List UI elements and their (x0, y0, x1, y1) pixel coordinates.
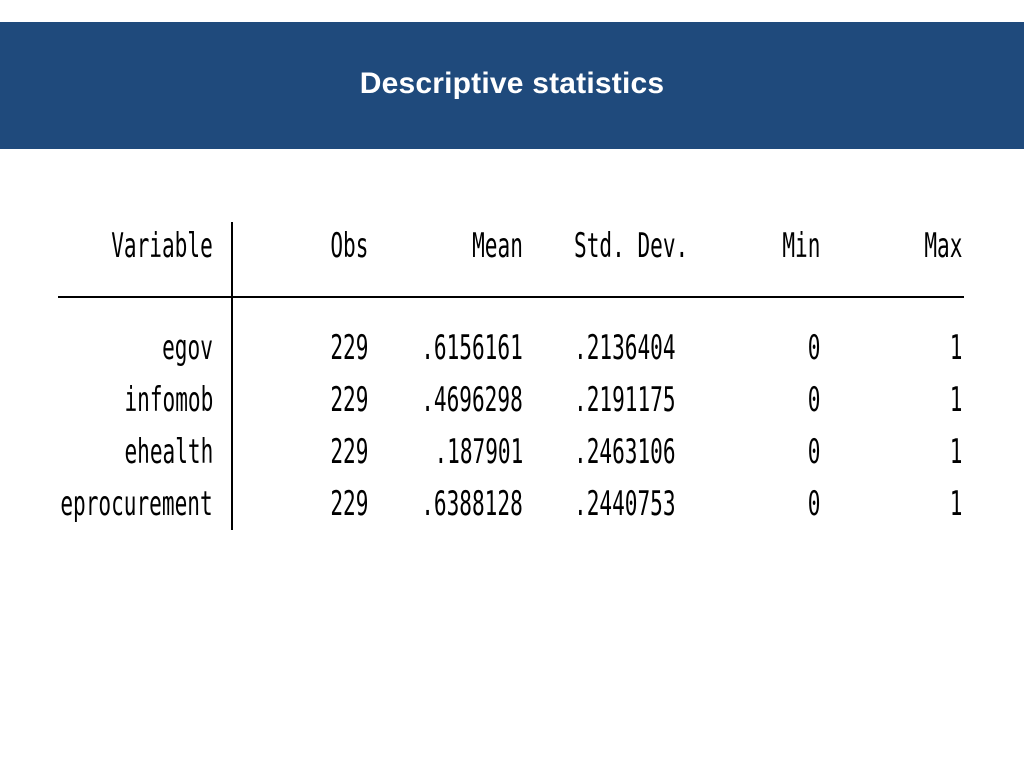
header-mean: Mean (472, 226, 523, 266)
cell-obs: 229 (329, 328, 368, 368)
header-std-dev: Std. Dev. (574, 226, 689, 266)
descriptive-statistics-table: Variable Obs Mean Std. Dev. Min Max egov… (0, 222, 1024, 532)
cell-min: 0 (807, 484, 820, 524)
cell-variable: eprocurement (60, 484, 213, 524)
cell-mean: .6156161 (421, 328, 523, 368)
header-max: Max (923, 226, 962, 266)
cell-variable: egov (162, 328, 213, 368)
cell-max: 1 (949, 432, 962, 472)
cell-max: 1 (949, 328, 962, 368)
cell-obs: 229 (329, 380, 368, 420)
title-band: Descriptive statistics (0, 22, 1024, 149)
header-min: Min (781, 226, 820, 266)
cell-variable: infomob (124, 380, 213, 420)
cell-std-dev: .2463106 (574, 432, 676, 472)
cell-std-dev: .2440753 (574, 484, 676, 524)
cell-min: 0 (807, 380, 820, 420)
header-variable: Variable (111, 226, 213, 266)
header-rule (58, 296, 964, 298)
cell-obs: 229 (329, 432, 368, 472)
column-separator (231, 222, 233, 530)
cell-max: 1 (949, 484, 962, 524)
cell-variable: ehealth (124, 432, 213, 472)
cell-mean: .4696298 (421, 380, 523, 420)
cell-mean: .187901 (434, 432, 523, 472)
cell-obs: 229 (329, 484, 368, 524)
cell-min: 0 (807, 432, 820, 472)
slide-title: Descriptive statistics (359, 66, 665, 100)
cell-mean: .6388128 (421, 484, 523, 524)
cell-std-dev: .2136404 (574, 328, 676, 368)
cell-std-dev: .2191175 (574, 380, 676, 420)
cell-max: 1 (949, 380, 962, 420)
header-obs: Obs (329, 226, 368, 266)
cell-min: 0 (807, 328, 820, 368)
